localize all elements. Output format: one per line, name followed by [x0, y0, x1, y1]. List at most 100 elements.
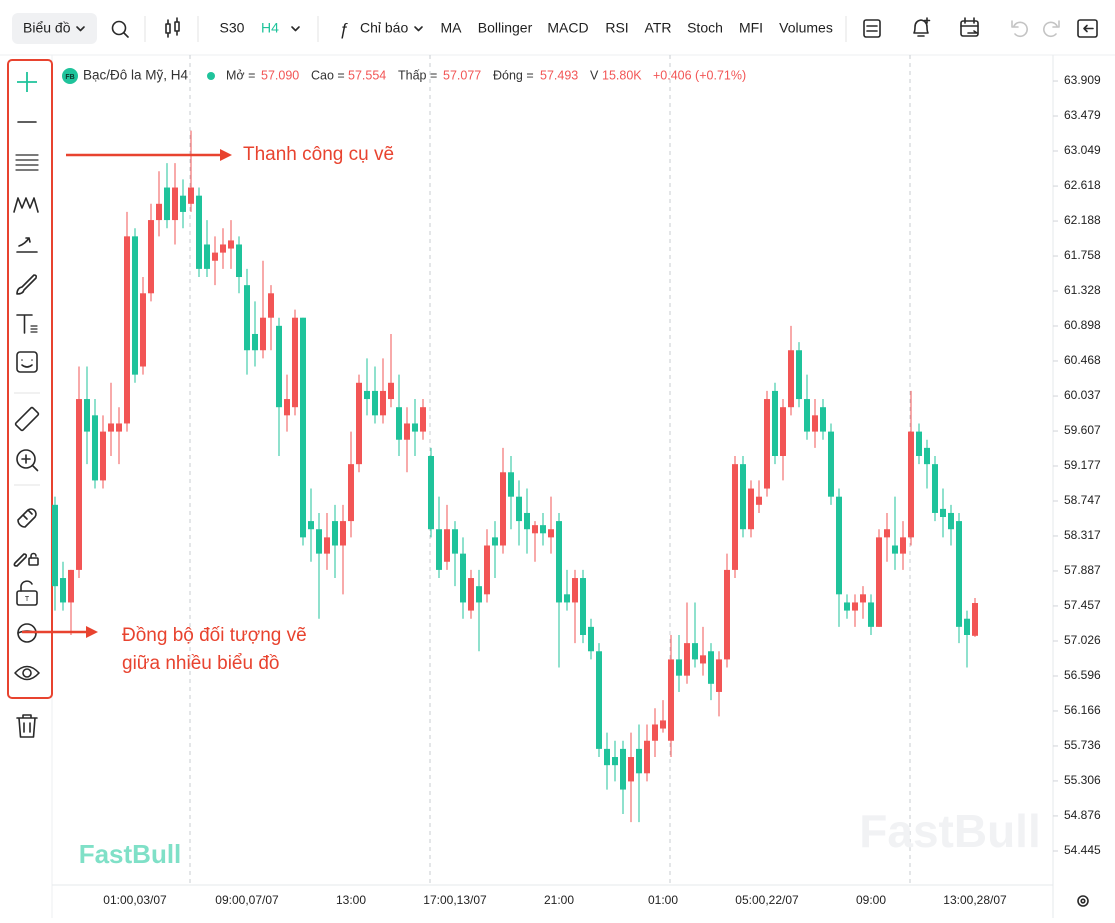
icon-tool[interactable] [16, 351, 38, 373]
chart-menu-button[interactable] [12, 13, 97, 44]
candle-body [84, 399, 90, 432]
pattern-tool[interactable] [13, 197, 39, 213]
candle-body [476, 586, 482, 603]
candle-body [356, 382, 362, 465]
indicator-button[interactable]: RSI [605, 20, 628, 36]
indicator-button[interactable]: MA [441, 20, 463, 36]
candle-body [524, 512, 530, 530]
projection-tool[interactable] [16, 237, 38, 253]
candle-body [284, 399, 290, 416]
candle-body [108, 423, 114, 432]
interval-button-active[interactable]: H4 [261, 20, 279, 36]
status-dot [207, 72, 215, 80]
zoom-tool[interactable] [16, 449, 39, 472]
candle-body [564, 594, 570, 603]
legend-value: 15.80K [602, 68, 642, 82]
candle-body [620, 748, 626, 790]
undo-button[interactable] [1011, 20, 1028, 38]
candle-body [348, 464, 354, 522]
candle-body [732, 464, 738, 570]
chart-type-button[interactable] [165, 17, 180, 38]
symbol-badge [62, 68, 78, 84]
legend-label: Thấp = [398, 68, 437, 82]
candle-body [716, 659, 722, 692]
y-tick-label: 55.736 [1064, 738, 1101, 752]
candle-body [460, 553, 466, 603]
x-tick-label: 21:00 [544, 893, 574, 907]
indicator-icon: ƒ [339, 19, 348, 38]
y-tick-label: 57.026 [1064, 633, 1101, 647]
indicators-menu[interactable]: Chỉ báo [360, 20, 408, 36]
indicator-button[interactable]: Bollinger [478, 20, 533, 36]
candle-body [948, 512, 954, 530]
x-tick-label: 09:00 [856, 893, 886, 907]
candle-body [612, 757, 618, 766]
candle-body [156, 203, 162, 221]
layout-button[interactable] [863, 19, 881, 38]
candle-body [932, 464, 938, 513]
search-button[interactable] [111, 20, 129, 38]
candle-body [580, 578, 586, 635]
legend-value: 57.554 [348, 68, 386, 82]
candle-body [332, 521, 338, 546]
y-tick-label: 57.887 [1064, 563, 1101, 577]
candle-body [972, 603, 978, 636]
alert-button[interactable] [913, 17, 931, 37]
session-separators [189, 55, 911, 885]
candle-body [876, 537, 882, 627]
candle-body [836, 496, 842, 595]
candle-body [252, 333, 258, 351]
candle-body [340, 521, 346, 546]
candle-body [292, 317, 298, 408]
y-tick-label: 55.306 [1064, 773, 1101, 787]
delete-tool[interactable] [16, 714, 38, 738]
x-tick-label: 09:00,07/07 [215, 893, 279, 907]
candle-body [60, 578, 66, 603]
candle-body [740, 464, 746, 530]
candle-body [764, 399, 770, 489]
candle-body [372, 390, 378, 416]
candle-body [164, 187, 170, 221]
symbol-name: Bạc/Đô la Mỹ, H4 [83, 68, 189, 83]
indicator-button[interactable]: Stoch [687, 20, 723, 36]
candle-body [228, 240, 234, 249]
candle-body [532, 525, 538, 534]
brush-tool[interactable] [16, 274, 38, 295]
y-tick-label: 60.468 [1064, 353, 1101, 367]
x-tick-label: 13:00,28/07 [943, 893, 1007, 907]
candle-body [484, 545, 490, 595]
candle-body [324, 537, 330, 554]
crosshair-tool[interactable] [17, 72, 37, 92]
candle-body [884, 529, 890, 538]
candle-body [196, 195, 202, 269]
candle-body [436, 529, 442, 570]
indicator-button[interactable]: Volumes [779, 20, 833, 36]
y-tick-label: 60.037 [1064, 388, 1101, 402]
fib-tool[interactable] [15, 154, 39, 171]
indicator-button[interactable]: MFI [739, 20, 763, 36]
text-tool[interactable] [16, 314, 38, 334]
chevron [76, 26, 85, 32]
candle-body [68, 569, 74, 603]
interval-button[interactable]: S30 [220, 20, 245, 36]
redo-button[interactable] [1043, 20, 1060, 38]
lock-tool[interactable]: T [16, 580, 38, 606]
candle-body [180, 195, 186, 212]
logo-watermark: FastBull [79, 839, 182, 869]
magnet-tool[interactable] [17, 508, 37, 528]
indicator-button[interactable]: MACD [547, 20, 588, 36]
visibility-tool[interactable] [14, 665, 40, 681]
calendar-button[interactable] [960, 17, 979, 37]
indicator-button[interactable]: ATR [645, 20, 672, 36]
settings-button[interactable] [1077, 895, 1089, 907]
candle-body [308, 521, 314, 530]
candle-body [892, 545, 898, 554]
highlight-box [7, 59, 53, 699]
measure-tool[interactable] [14, 406, 40, 432]
x-tick-label: 13:00 [336, 893, 366, 907]
fullscreen-button[interactable] [1077, 19, 1098, 38]
lock-drawing-tool[interactable] [13, 552, 39, 567]
candle-body [244, 285, 250, 351]
